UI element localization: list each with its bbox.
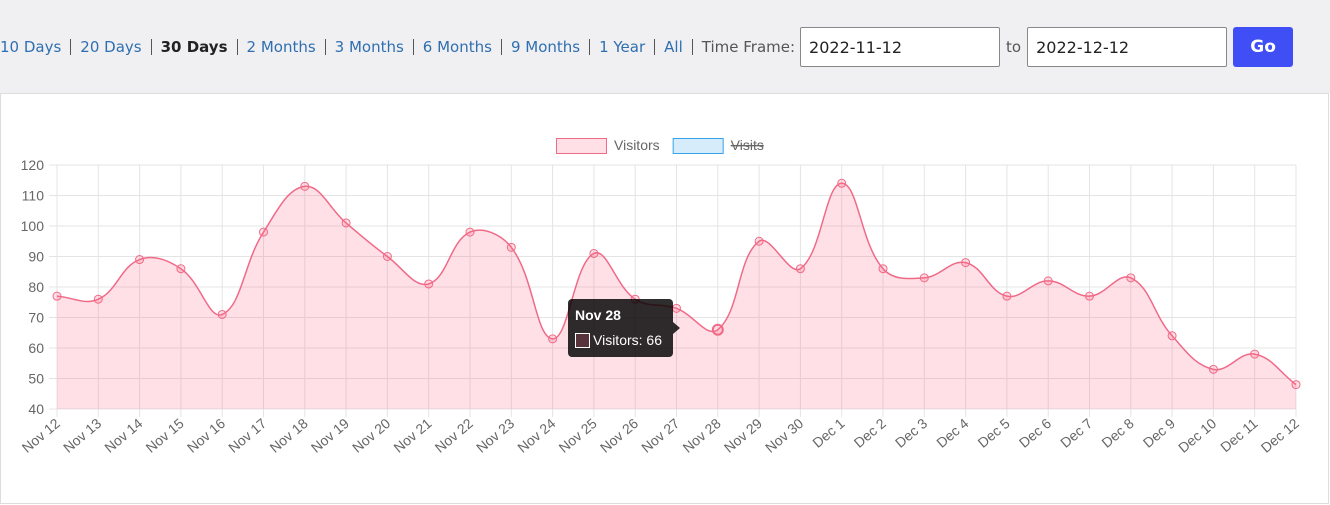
range-link[interactable]: All (664, 37, 683, 56)
point (548, 334, 558, 344)
point (176, 264, 186, 274)
separator (412, 38, 414, 55)
from-date-input[interactable]: 2022-11-12 (800, 26, 1001, 67)
point (837, 178, 847, 188)
point (1043, 276, 1053, 286)
point (1250, 349, 1260, 359)
point (52, 291, 62, 301)
legend-label: Visitors (614, 137, 660, 153)
point (465, 227, 475, 237)
tooltip-title: Nov 28 (575, 307, 621, 323)
point (672, 303, 681, 313)
range-link[interactable]: 6 Months (422, 37, 492, 56)
y-tick-label: 80 (28, 279, 44, 295)
tooltip: Nov 28 Visitors: 66 (568, 299, 680, 357)
point (135, 255, 145, 265)
go-button[interactable]: Go (1233, 26, 1294, 67)
time-frame-label: Time Frame: (701, 37, 796, 56)
tooltip-caret (673, 322, 680, 334)
to-label: to (1006, 37, 1022, 56)
to-date-input[interactable]: 2022-12-12 (1027, 26, 1228, 67)
point (93, 294, 103, 304)
point (259, 227, 268, 237)
line (56, 182, 1297, 386)
point (711, 323, 724, 336)
y-tick-label: 110 (22, 188, 45, 204)
point (961, 258, 971, 268)
separator (324, 38, 326, 55)
y-tick-label: 50 (28, 371, 44, 387)
separator (236, 38, 238, 55)
point (1291, 380, 1301, 390)
point (1085, 291, 1094, 301)
separator (691, 38, 693, 55)
range-link[interactable]: 10 Days (0, 37, 62, 56)
point (795, 264, 805, 274)
tooltip-label: Visitors: 66 (593, 332, 662, 348)
toolbar: 10 Days 20 Days 30 Days 2 Months 3 Months 6 M… (0, 0, 1330, 93)
area (57, 183, 1296, 409)
legend-label: Visits (731, 137, 764, 153)
tooltip-swatch (575, 333, 590, 348)
point (506, 242, 516, 252)
y-tick-label: 70 (28, 310, 44, 326)
range-link[interactable]: 30 Days (160, 37, 228, 56)
range-link[interactable]: 20 Days (80, 37, 142, 56)
separator (500, 38, 502, 55)
tooltip-box (568, 299, 673, 357)
point (589, 248, 599, 258)
point (217, 309, 227, 319)
y-tick-label: 100 (21, 218, 45, 234)
y-tick-label: 60 (28, 340, 44, 356)
range-link[interactable]: 3 Months (334, 37, 404, 56)
point (754, 236, 764, 246)
point (341, 218, 351, 228)
point (1126, 273, 1136, 283)
y-tick-label: 120 (21, 157, 45, 173)
separator (150, 38, 152, 55)
range-link[interactable]: 2 Months (246, 37, 316, 56)
y-tick-label: 40 (28, 401, 44, 417)
point (1208, 364, 1218, 374)
range-link[interactable]: 1 Year (599, 37, 646, 56)
point (382, 252, 392, 261)
range-link[interactable]: 9 Months (510, 37, 581, 56)
point (424, 279, 434, 289)
point (1002, 291, 1012, 301)
separator (589, 38, 591, 55)
point (878, 264, 888, 274)
legend-swatch (556, 138, 607, 154)
point (919, 273, 929, 283)
separator (654, 38, 656, 55)
y-tick-label: 90 (28, 249, 44, 265)
separator (70, 38, 72, 55)
point (1167, 331, 1177, 341)
point (300, 181, 310, 191)
legend-swatch (672, 138, 724, 154)
